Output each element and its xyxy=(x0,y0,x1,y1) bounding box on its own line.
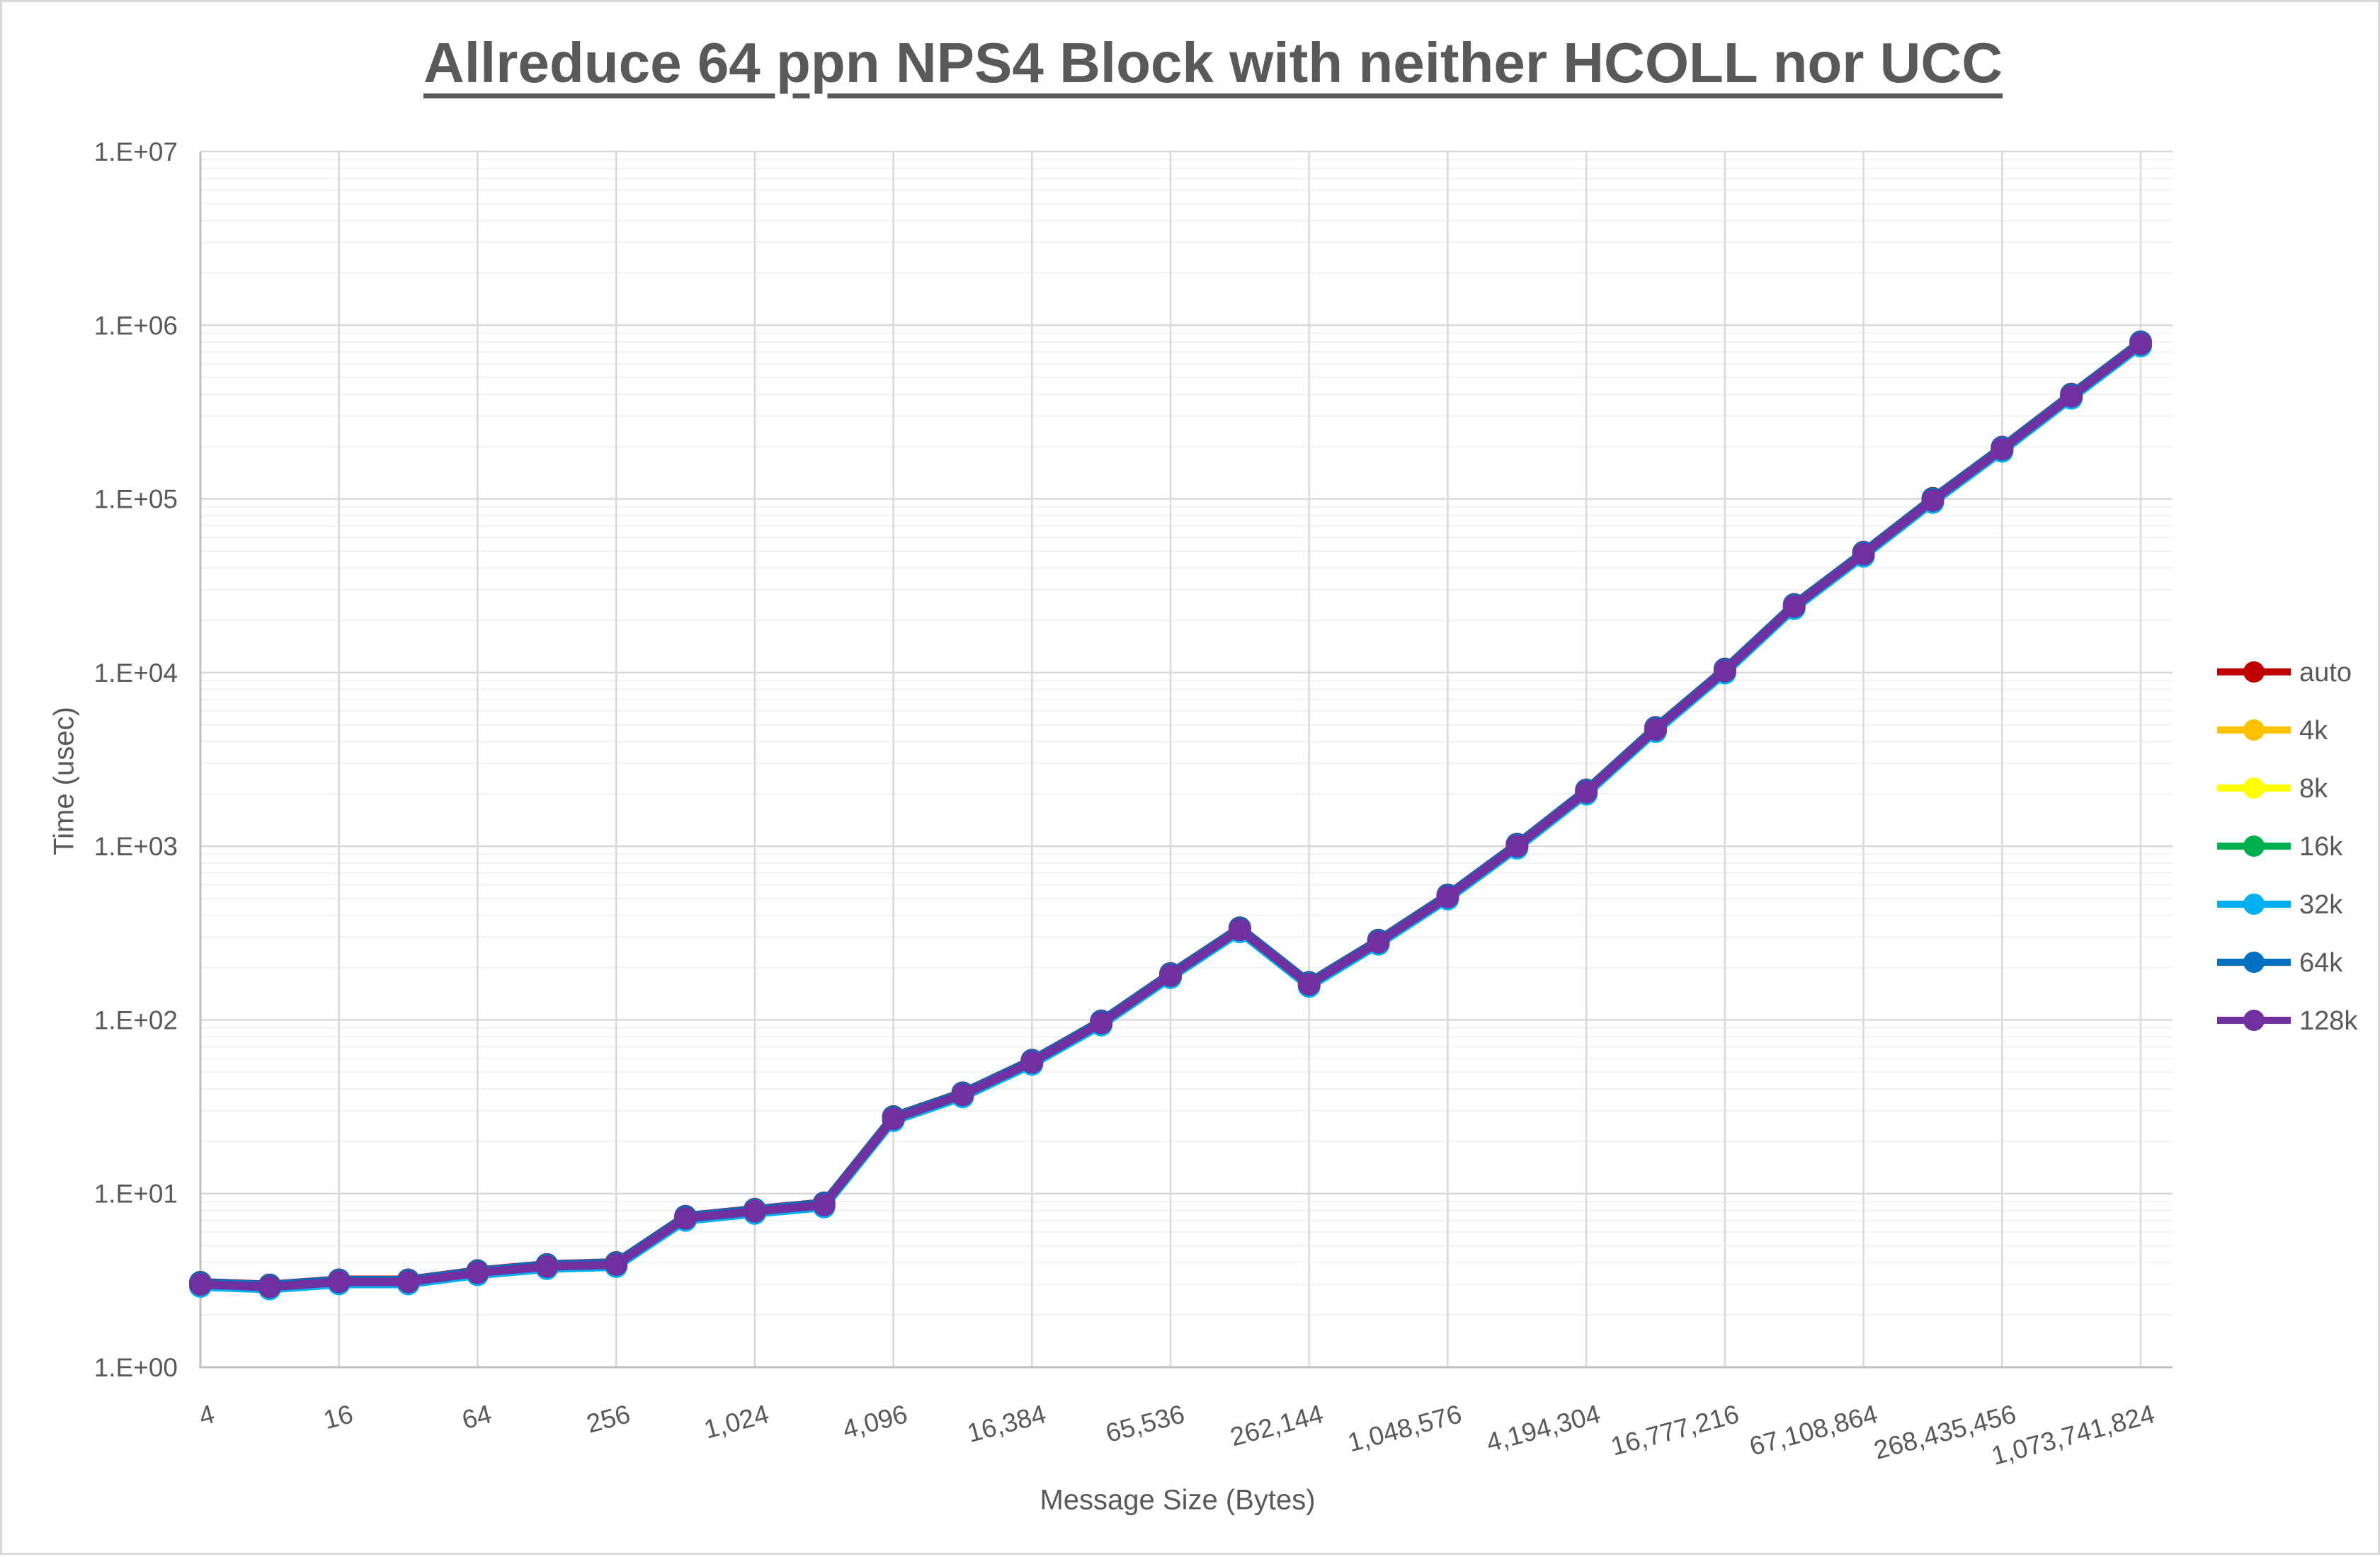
data-point-128k xyxy=(1436,885,1459,908)
data-point-128k xyxy=(605,1253,628,1277)
series-128k xyxy=(189,332,2152,1299)
x-axis-title: Message Size (Bytes) xyxy=(1040,1484,1316,1516)
data-point-128k xyxy=(1228,918,1251,942)
x-tick-label: 1,048,576 xyxy=(1345,1399,1465,1457)
legend-item-label: auto xyxy=(2299,658,2352,688)
y-tick-label: 1.E+00 xyxy=(94,1353,178,1382)
data-point-128k xyxy=(1575,780,1598,804)
data-point-128k xyxy=(535,1255,559,1278)
data-point-128k xyxy=(466,1261,489,1284)
data-point-128k xyxy=(1020,1051,1044,1074)
x-tick-label: 67,108,864 xyxy=(1746,1399,1880,1461)
x-tick-label: 4,096 xyxy=(840,1399,911,1444)
legend-marker-icon xyxy=(2243,777,2265,799)
legend-item-label: 64k xyxy=(2299,948,2343,978)
legend-item-4k: 4k xyxy=(2217,716,2328,746)
data-point-128k xyxy=(1367,930,1390,954)
data-point-128k xyxy=(1921,489,1945,512)
y-tick-label: 1.E+04 xyxy=(94,658,178,688)
data-point-128k xyxy=(189,1272,212,1296)
data-point-128k xyxy=(812,1193,836,1216)
data-point-128k xyxy=(674,1207,697,1230)
legend-marker-icon xyxy=(2243,719,2265,741)
data-point-128k xyxy=(882,1107,905,1130)
data-point-128k xyxy=(1090,1011,1113,1034)
y-axis-title: Time (usec) xyxy=(48,707,80,855)
data-point-128k xyxy=(397,1270,420,1294)
data-point-128k xyxy=(1713,659,1736,683)
y-tick-label: 1.E+05 xyxy=(94,485,178,514)
data-point-128k xyxy=(1782,595,1806,618)
y-tick-label: 1.E+02 xyxy=(94,1005,178,1034)
data-point-128k xyxy=(1852,542,1875,566)
x-tick-label: 64 xyxy=(459,1399,494,1435)
legend-marker-icon xyxy=(2243,661,2265,683)
legend: auto 4k 8k 16k 32k 64k 128k xyxy=(2217,658,2358,1036)
x-tick-label: 16,384 xyxy=(964,1399,1049,1448)
legend-item-label: 8k xyxy=(2299,774,2328,804)
legend-item-32k: 32k xyxy=(2217,890,2343,920)
data-point-128k xyxy=(951,1083,974,1107)
legend-marker-icon xyxy=(2243,1010,2265,1031)
legend-marker-icon xyxy=(2243,835,2265,857)
legend-item-label: 128k xyxy=(2299,1006,2358,1036)
data-point-128k xyxy=(327,1270,351,1294)
chart-title: Allreduce 64 ppn NPS4 Block with neither… xyxy=(423,31,2003,94)
legend-item-label: 4k xyxy=(2299,716,2328,746)
x-tick-label: 4 xyxy=(196,1399,217,1431)
y-tick-label: 1.E+01 xyxy=(94,1180,178,1209)
data-point-128k xyxy=(1991,438,2014,461)
data-point-128k xyxy=(743,1199,766,1223)
x-tick-label: 65,536 xyxy=(1103,1399,1188,1448)
legend-item-8k: 8k xyxy=(2217,774,2328,804)
data-point-128k xyxy=(1297,973,1321,996)
legend-item-16k: 16k xyxy=(2217,832,2343,862)
x-tick-label: 262,144 xyxy=(1227,1399,1326,1452)
x-tick-label: 16,777,216 xyxy=(1607,1399,1741,1461)
y-tick-label: 1.E+03 xyxy=(94,832,178,861)
legend-item-128k: 128k xyxy=(2217,1006,2358,1036)
data-point-128k xyxy=(2129,332,2152,355)
legend-item-auto: auto xyxy=(2217,658,2352,688)
data-point-128k xyxy=(1644,718,1667,741)
legend-marker-icon xyxy=(2243,894,2265,915)
data-point-128k xyxy=(1505,835,1529,858)
data-point-128k xyxy=(258,1275,281,1299)
legend-item-label: 16k xyxy=(2299,832,2343,862)
legend-item-label: 32k xyxy=(2299,890,2343,920)
data-point-128k xyxy=(2060,384,2083,408)
x-tick-label: 1,024 xyxy=(701,1399,772,1444)
x-tick-label: 256 xyxy=(583,1399,633,1439)
legend-marker-icon xyxy=(2243,952,2265,973)
y-tick-label: 1.E+06 xyxy=(94,311,178,340)
data-point-128k xyxy=(1159,964,1182,987)
legend-item-64k: 64k xyxy=(2217,948,2343,978)
y-tick-label: 1.E+07 xyxy=(94,137,178,166)
x-tick-label: 16 xyxy=(320,1399,355,1435)
x-tick-label: 4,194,304 xyxy=(1484,1399,1604,1457)
